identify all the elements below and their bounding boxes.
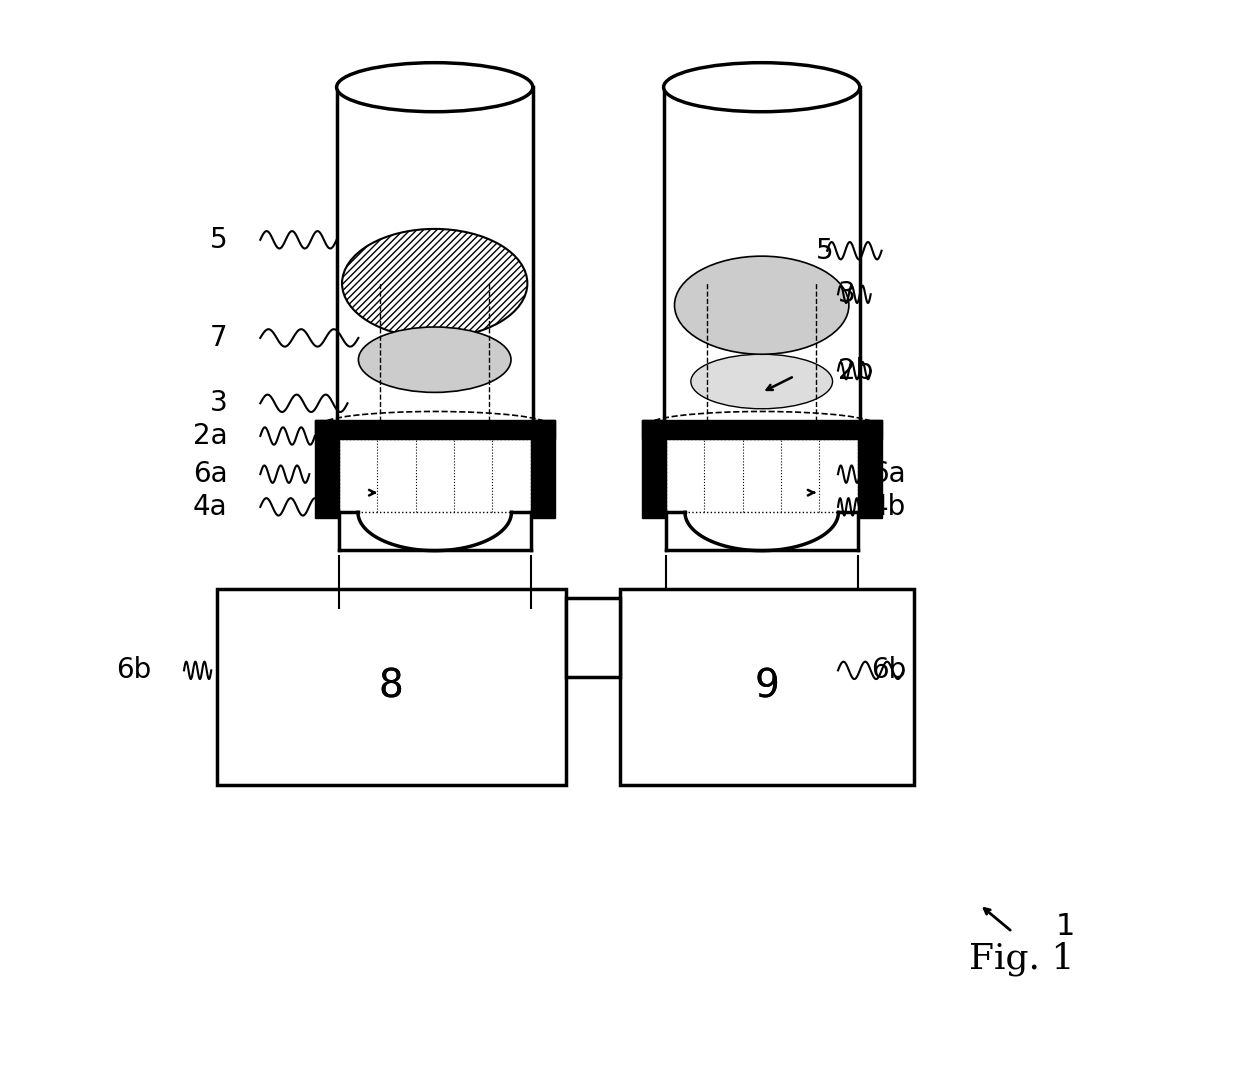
Text: 4b: 4b (870, 493, 906, 521)
Text: 8: 8 (378, 668, 403, 705)
Text: 1: 1 (1056, 912, 1075, 941)
Text: 9: 9 (755, 668, 780, 705)
Text: 6b: 6b (117, 656, 151, 685)
Ellipse shape (336, 63, 533, 112)
Text: 9: 9 (755, 668, 780, 705)
Bar (858, 420, 882, 518)
Bar (315, 420, 554, 439)
Text: 5: 5 (816, 237, 833, 265)
Ellipse shape (675, 256, 849, 354)
Bar (217, 589, 565, 785)
Text: 2a: 2a (193, 422, 228, 450)
Bar (642, 420, 666, 518)
Text: 7: 7 (210, 324, 228, 352)
Ellipse shape (342, 229, 527, 338)
Text: 4a: 4a (193, 493, 228, 521)
Bar (531, 420, 554, 518)
Bar (315, 420, 339, 518)
Ellipse shape (691, 354, 832, 409)
Ellipse shape (358, 327, 511, 392)
Text: 3: 3 (210, 389, 228, 417)
Text: 6a: 6a (870, 460, 905, 488)
Text: 6a: 6a (193, 460, 228, 488)
Text: 8: 8 (378, 668, 403, 705)
Text: Fig. 1: Fig. 1 (968, 942, 1074, 977)
Bar (620, 589, 914, 785)
Text: 6b: 6b (870, 656, 906, 685)
Text: 5: 5 (210, 226, 228, 254)
Bar (642, 420, 882, 439)
Bar (565, 598, 620, 677)
Text: 2b: 2b (838, 356, 873, 385)
Text: 3: 3 (838, 280, 856, 308)
Ellipse shape (663, 63, 859, 112)
Bar (666, 439, 858, 512)
Bar (339, 439, 531, 512)
